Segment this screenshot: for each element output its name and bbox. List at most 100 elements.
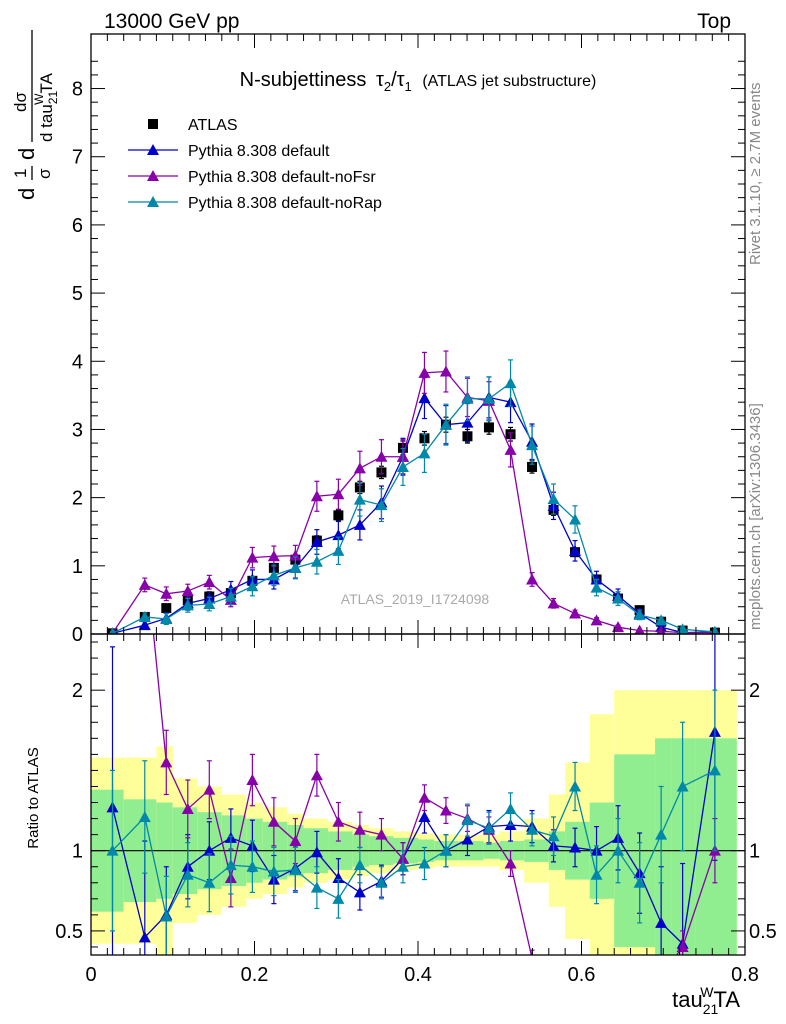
ratio-series-clip-group [91, 634, 745, 955]
ratio-point [396, 860, 409, 872]
ratio-point [160, 756, 173, 768]
ratio-point [708, 764, 721, 776]
series-line [112, 396, 715, 634]
main-y-tick-label: 1 [72, 556, 83, 578]
ratio-point [375, 828, 388, 840]
data-point [246, 580, 259, 592]
data-point [138, 619, 151, 631]
ratio-point [353, 886, 366, 898]
main-y-axis-label: d 1 σ d dσ d tau21WTA [11, 30, 60, 200]
ratio-point [289, 835, 302, 847]
series-line [112, 382, 715, 634]
data-point [504, 377, 517, 389]
ratio-point [590, 868, 603, 880]
data-point [267, 569, 280, 581]
ratio-point [181, 868, 194, 880]
ratio-point [655, 916, 668, 928]
ylabel-d2: d [14, 148, 39, 160]
data-point [160, 587, 173, 599]
ratio-point [310, 769, 323, 781]
data-point [332, 529, 345, 541]
header-process-label: Top [697, 10, 731, 33]
ratio-point [332, 871, 345, 883]
analysis-watermark: ATLAS_2019_I1724098 [341, 591, 490, 607]
ratio-y-tick-label: 0.5 [55, 921, 83, 943]
data-point [418, 392, 431, 404]
ylabel-frac2-den: d tau21WTA [32, 72, 60, 142]
legend-item: Pythia 8.308 default [128, 143, 330, 160]
legend-marker [148, 119, 158, 129]
ratio-point [203, 844, 216, 856]
ratio-y-tick-label: 2 [72, 680, 83, 702]
title-main-text: N-subjettiness [240, 69, 367, 91]
main-y-tick-label: 4 [72, 351, 83, 373]
data-point [418, 447, 431, 459]
ratio-point [547, 830, 560, 842]
data-point [655, 614, 668, 626]
data-point [161, 603, 172, 614]
ratio-y-tick-label: 1 [72, 841, 83, 863]
ratio-point [310, 846, 323, 858]
legend-label: ATLAS [188, 117, 238, 134]
data-point [310, 555, 323, 567]
data-point [569, 544, 582, 556]
header-energy-label: 13000 GeV pp [104, 10, 239, 33]
ratio-point [569, 841, 582, 853]
ratio-y-tick-label-right: 1 [749, 841, 760, 863]
x-tick-label: 0.8 [731, 964, 759, 986]
ratio-point [310, 881, 323, 893]
data-point [418, 366, 431, 378]
ratio-point [332, 892, 345, 904]
data-point [526, 573, 539, 585]
data-point [289, 561, 302, 573]
ratio-point [418, 791, 431, 803]
data-point [634, 624, 645, 634]
main-y-tick-label: 5 [72, 283, 83, 305]
ratio-series-line [111, 731, 716, 946]
main-y-tick-label: 3 [72, 419, 83, 441]
legend-label: Pythia 8.308 default-noFsr [188, 169, 376, 186]
legend-item: Pythia 8.308 default-noFsr [128, 169, 376, 186]
main-y-tick-label: 0 [72, 624, 83, 646]
data-point [203, 576, 216, 588]
main-panel-series [107, 350, 720, 634]
data-point [396, 460, 409, 472]
legend: ATLAS Pythia 8.308 default Pythia 8.308 de… [128, 117, 382, 212]
ratio-y-tick-label-right: 2 [749, 680, 760, 702]
data-point [289, 549, 302, 561]
data-point [310, 490, 323, 502]
ylabel-d1: d [14, 188, 39, 200]
data-point [461, 392, 474, 404]
ratio-point [181, 802, 194, 814]
data-point [246, 551, 259, 563]
title-tau1-sub: 1 [405, 79, 412, 94]
data-point [569, 607, 582, 619]
title-paren: (ATLAS jet substructure) [422, 73, 596, 90]
ratio-point [482, 822, 495, 834]
data-point [527, 461, 538, 472]
data-point [504, 443, 517, 455]
legend-label: Pythia 8.308 default-noRap [188, 195, 382, 212]
title-tau1: τ [397, 69, 405, 91]
x-tick-label: 0.4 [404, 964, 432, 986]
legend-marker [147, 144, 159, 155]
ratio-point [353, 859, 366, 871]
main-y-tick-label: 2 [72, 488, 83, 510]
legend-marker [147, 170, 159, 181]
data-point [547, 493, 560, 504]
data-point [332, 488, 345, 500]
data-point [375, 450, 388, 462]
data-point [108, 627, 117, 634]
ratio-point [461, 833, 474, 845]
mcplots-label: mcplots.cern.ch [arXiv:1306.3436] [747, 403, 764, 630]
ratio-point [612, 844, 625, 856]
data-point [138, 610, 151, 622]
ratio-point [289, 863, 302, 875]
ratio-point [655, 828, 668, 840]
data-point [267, 550, 280, 562]
data-point [612, 621, 625, 633]
data-point [138, 578, 151, 590]
ratio-point [676, 780, 689, 792]
ratio-y-tick-label-right: 0.5 [749, 921, 777, 943]
